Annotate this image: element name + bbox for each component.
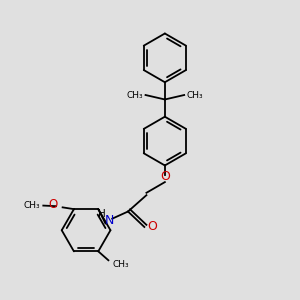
Text: H: H	[98, 209, 106, 220]
Text: O: O	[147, 220, 157, 233]
Text: CH₃: CH₃	[187, 91, 203, 100]
Text: O: O	[49, 198, 58, 211]
Text: CH₃: CH₃	[127, 91, 143, 100]
Text: N: N	[104, 214, 114, 227]
Text: CH₃: CH₃	[112, 260, 129, 268]
Text: O: O	[160, 170, 170, 183]
Text: CH₃: CH₃	[24, 201, 40, 210]
